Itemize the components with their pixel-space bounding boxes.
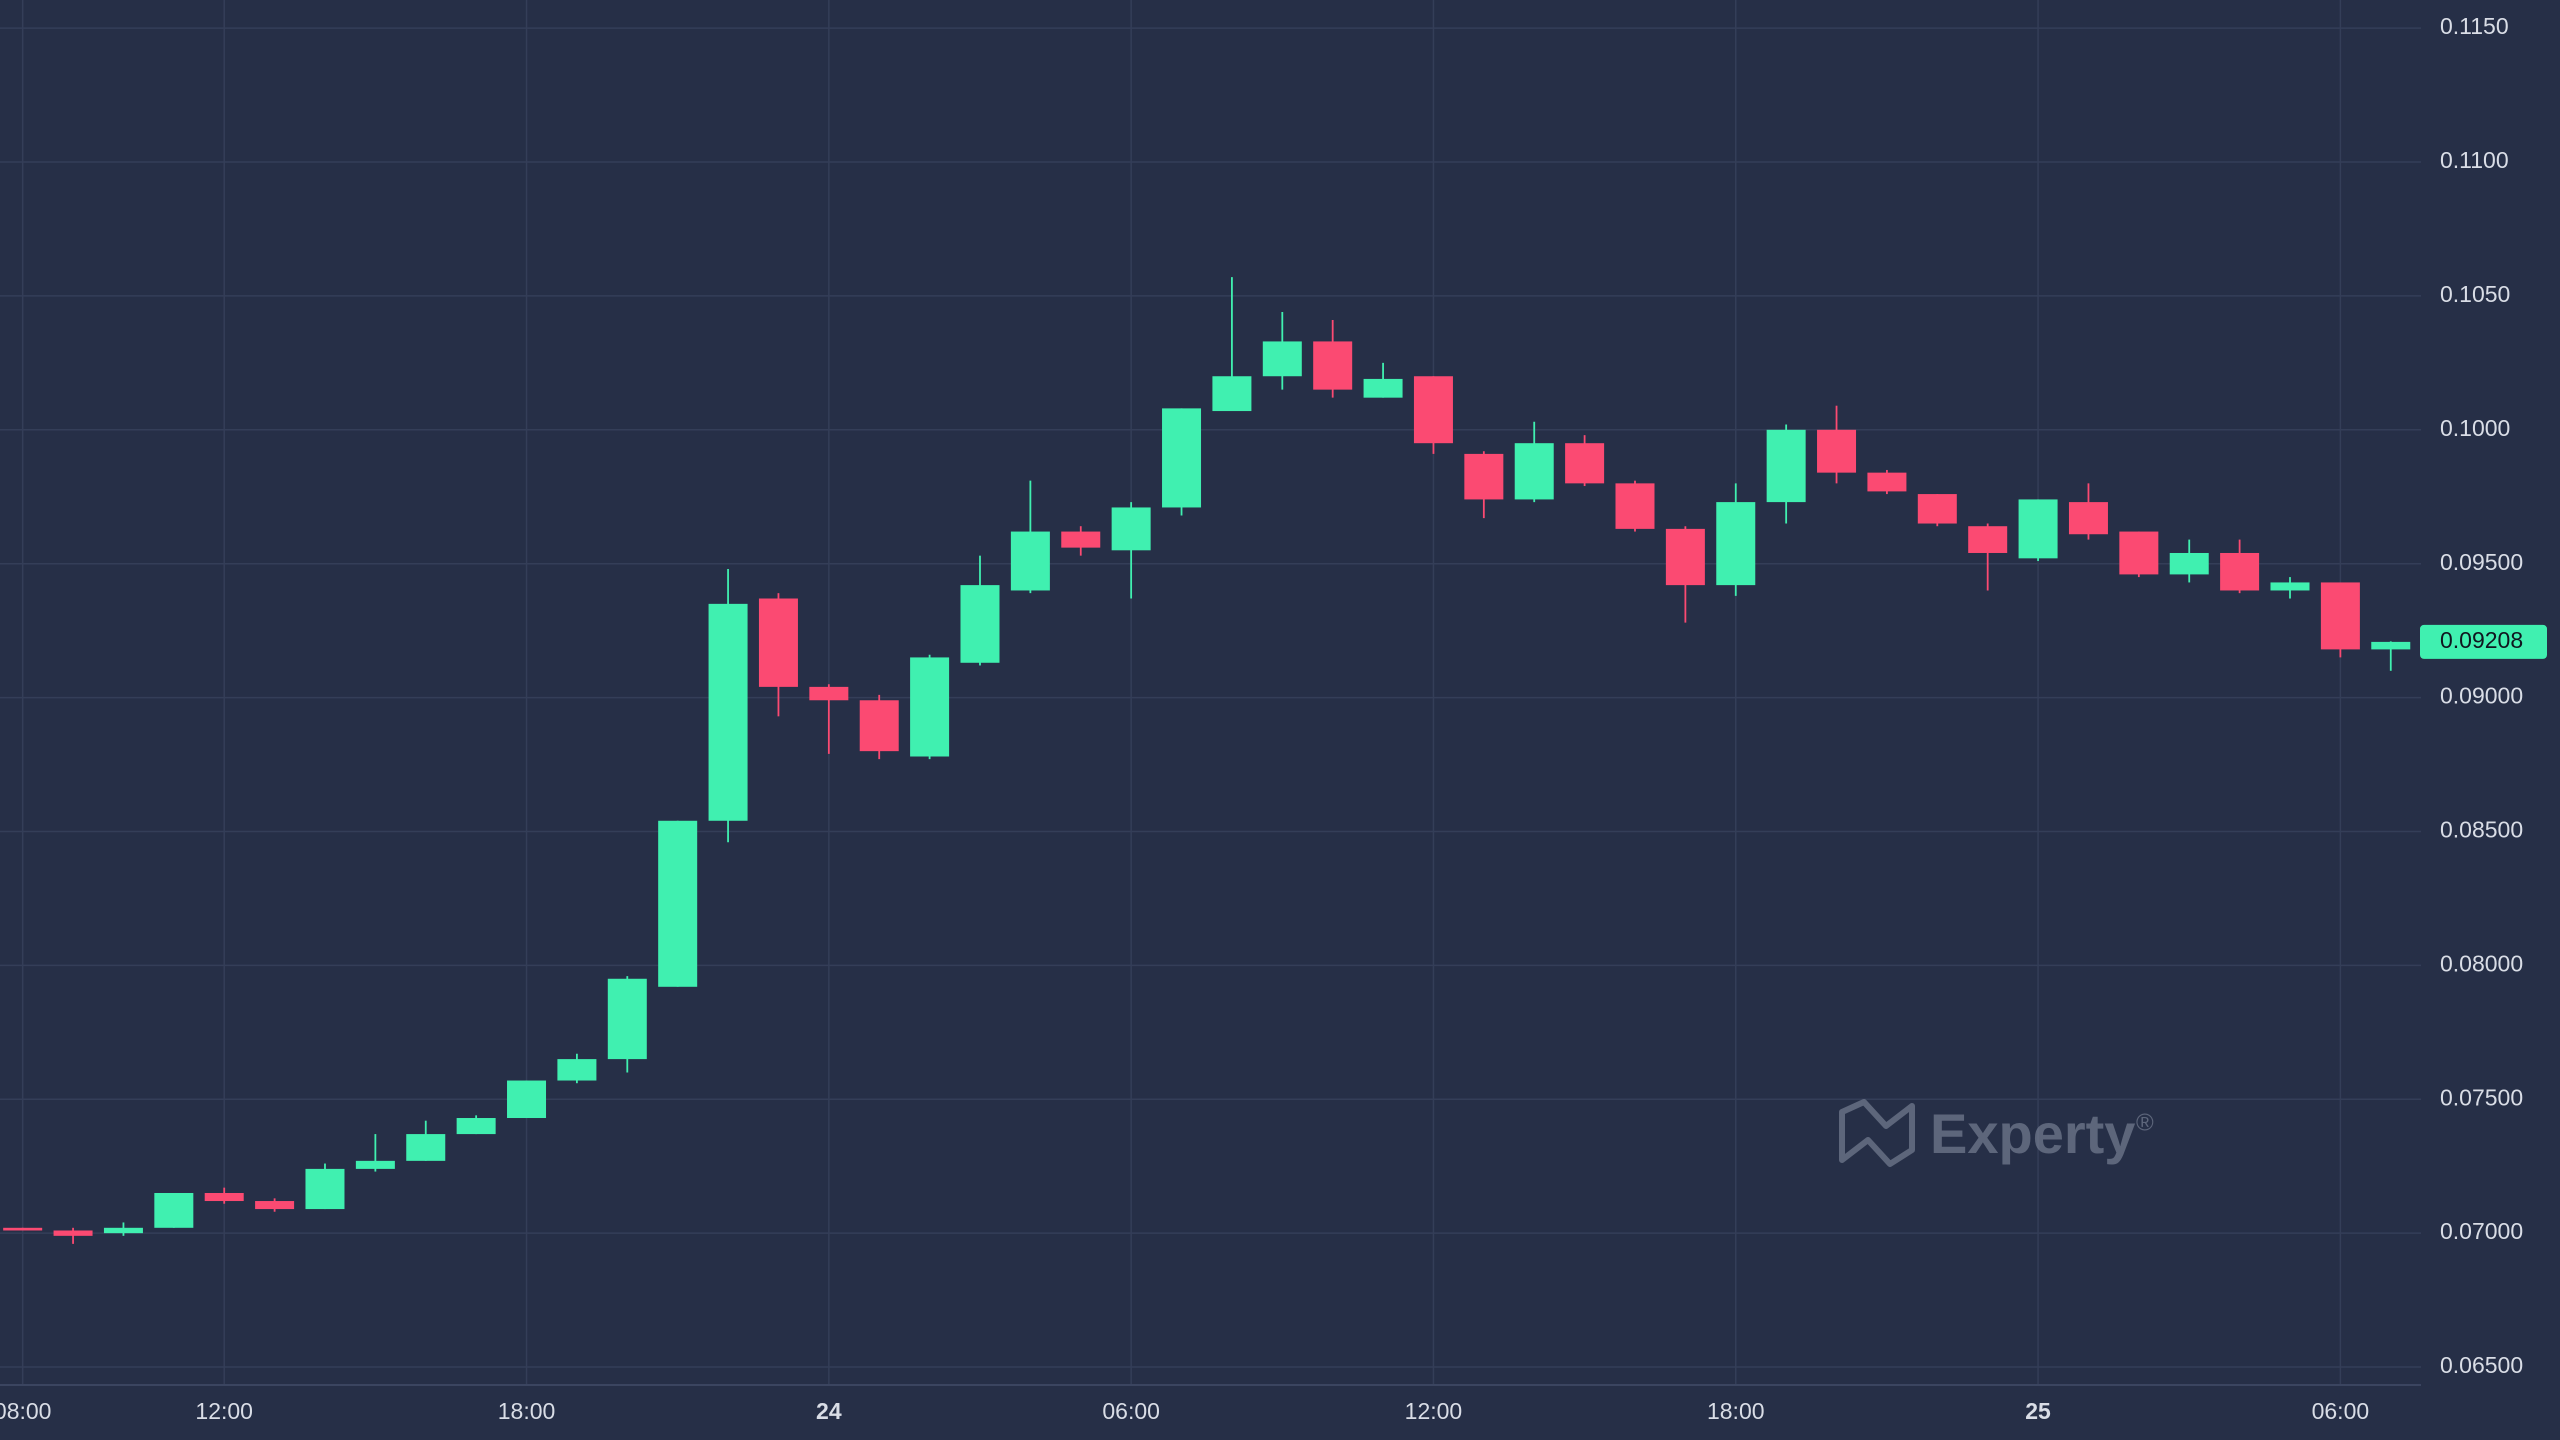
y-tick-label: 0.1000 — [2440, 415, 2510, 441]
candle-body — [2119, 531, 2159, 575]
watermark-logo — [1839, 1099, 1915, 1167]
x-tick-label: 25 — [2025, 1398, 2051, 1424]
candle-body — [3, 1227, 43, 1231]
x-tick-label: 06:00 — [1102, 1398, 1160, 1424]
candle-body — [1162, 408, 1202, 508]
y-tick-label: 0.07500 — [2440, 1084, 2523, 1110]
candle-body — [557, 1059, 597, 1081]
candle-body — [1464, 453, 1504, 500]
y-tick-label: 0.1100 — [2440, 147, 2509, 173]
y-tick-label: 0.08500 — [2440, 817, 2523, 843]
y-tick-label: 0.08000 — [2440, 950, 2523, 976]
candle-body — [859, 700, 899, 752]
candle-body — [1716, 502, 1756, 586]
candle-body — [1363, 378, 1403, 398]
candle-body — [305, 1168, 345, 1210]
candle-body — [1313, 341, 1353, 390]
candle-body — [204, 1192, 244, 1202]
candle-body — [1615, 483, 1655, 529]
candle-body — [103, 1227, 143, 1234]
candle-body — [507, 1080, 547, 1119]
candle-body — [1514, 443, 1554, 500]
candle-body — [1111, 507, 1151, 551]
candle-body — [355, 1160, 395, 1169]
y-tick-label: 0.09000 — [2440, 683, 2523, 709]
price-tag-label: 0.09208 — [2440, 627, 2523, 653]
y-tick-label: 0.07000 — [2440, 1218, 2523, 1244]
candle-body — [1212, 376, 1252, 412]
candle-body — [758, 598, 798, 687]
candle-body — [2018, 499, 2058, 559]
candle-body — [2320, 582, 2360, 650]
candle-body — [1565, 443, 1605, 484]
candle-body — [607, 978, 647, 1060]
candle-body — [910, 657, 950, 757]
candle-body — [1867, 472, 1907, 492]
y-tick-label: 0.1150 — [2440, 13, 2509, 39]
price-tag — [2420, 624, 2547, 659]
candle-body — [1766, 429, 1806, 503]
grid — [0, 0, 2421, 1385]
candle-body — [708, 603, 748, 821]
y-tick-label: 0.09500 — [2440, 549, 2523, 575]
candle-body — [255, 1201, 295, 1210]
candle-body — [1061, 531, 1101, 548]
x-tick-label: 12:00 — [1405, 1398, 1463, 1424]
x-tick-label: 06:00 — [2312, 1398, 2370, 1424]
candle-body — [456, 1118, 496, 1135]
candle-body — [1010, 531, 1050, 591]
candle-body — [960, 585, 1000, 663]
x-tick-label: 08:00 — [0, 1398, 51, 1424]
x-tick-label: 12:00 — [195, 1398, 253, 1424]
candle-body — [1665, 528, 1705, 586]
y-tick-label: 0.1050 — [2440, 281, 2510, 307]
candle-body — [154, 1192, 194, 1228]
x-tick-label: 18:00 — [498, 1398, 556, 1424]
watermark-sup: ® — [2136, 1109, 2154, 1136]
watermark: Experty ® — [1839, 1099, 2154, 1167]
watermark-text: Experty — [1930, 1102, 2135, 1165]
candle-body — [1917, 494, 1957, 524]
candle-body — [1817, 429, 1857, 473]
candle-body — [2169, 552, 2209, 575]
candle-body — [2220, 552, 2260, 591]
candle-body — [1413, 376, 1453, 444]
candle-body — [2270, 582, 2310, 591]
x-tick-label: 24 — [816, 1398, 842, 1424]
candle-body — [658, 820, 698, 987]
candle-body — [1968, 526, 2008, 553]
candle-body — [406, 1134, 446, 1161]
axes: 0.06500 0.07000 0.07500 0.08000 0.08500 0.090… — [0, 13, 2547, 1424]
candle-body — [53, 1230, 93, 1236]
x-tick-label: 18:00 — [1707, 1398, 1765, 1424]
y-tick-label: 0.06500 — [2440, 1352, 2523, 1378]
candles — [3, 277, 2411, 1244]
candle-body — [809, 686, 849, 701]
candle-body — [2068, 502, 2108, 535]
candle-body — [2371, 641, 2411, 650]
candle-body — [1262, 341, 1302, 377]
